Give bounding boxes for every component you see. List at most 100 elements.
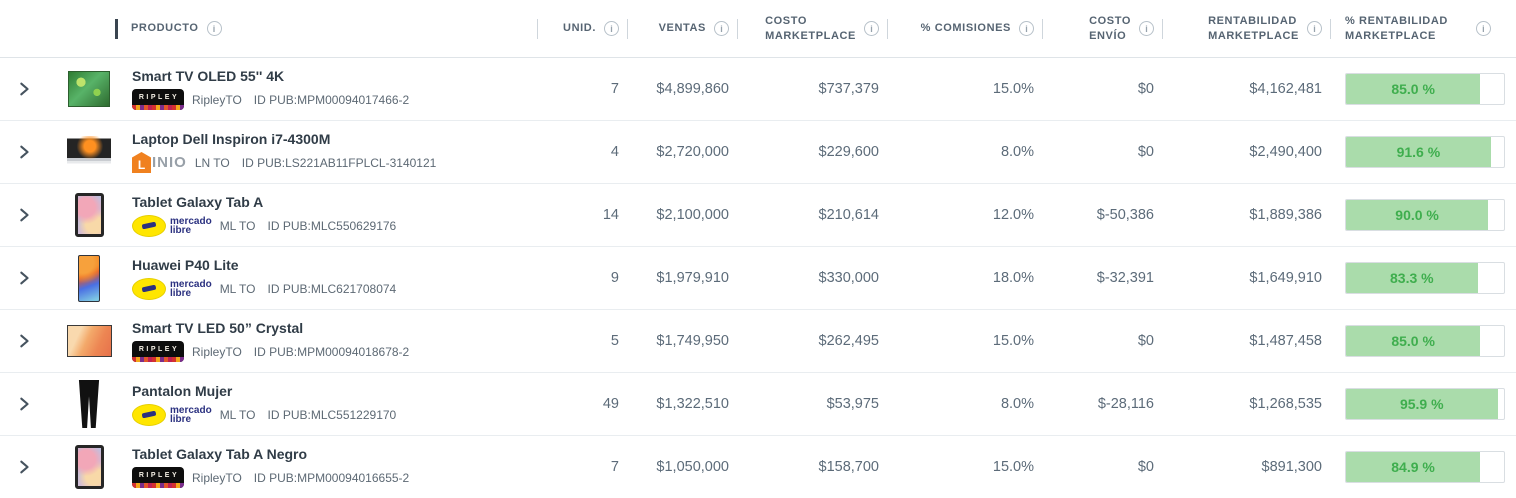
product-title: Pantalon Mujer — [132, 382, 233, 399]
product-title: Smart TV LED 50” Crystal — [132, 320, 304, 336]
marketplace-label: ML TO — [219, 407, 256, 422]
column-header-rentabilidad[interactable]: RENTABILIDAD MARKETPLACE i — [1162, 0, 1330, 57]
table-row[interactable]: Tablet Galaxy Tab A mercado libre ML TO I… — [0, 184, 1516, 247]
units-value: 5 — [610, 333, 619, 349]
product-image — [69, 380, 109, 428]
publication-id: ID PUB:MPM00094018678-2 — [253, 344, 410, 359]
rentabilidad-value: $1,487,458 — [1249, 333, 1322, 349]
info-icon[interactable]: i — [714, 21, 729, 36]
pct-rentabilidad-bar: 95.9 % — [1345, 388, 1505, 420]
table-row[interactable]: Smart TV LED 50” Crystal RIPLEY RipleyTO… — [0, 310, 1516, 373]
table-row[interactable]: Smart TV OLED 55'' 4K RIPLEY RipleyTO ID… — [0, 58, 1516, 121]
costo-marketplace-value: $229,600 — [818, 144, 879, 160]
costo-marketplace-value: $158,700 — [818, 459, 879, 475]
comisiones-value: 8.0% — [1000, 396, 1034, 412]
info-icon[interactable]: i — [604, 21, 619, 36]
costo-marketplace-value: $330,000 — [818, 270, 879, 286]
units-value: 9 — [610, 270, 619, 286]
product-image-cell — [48, 254, 130, 302]
pct-rentabilidad-bar: 84.9 % — [1345, 451, 1505, 483]
product-image — [68, 71, 110, 107]
expand-row-button[interactable] — [0, 207, 48, 223]
table-row[interactable]: Huawei P40 Lite mercado libre ML TO ID PU… — [0, 247, 1516, 310]
marketplace-label: ML TO — [219, 218, 256, 233]
mercadolibre-logo-icon: mercado libre — [132, 277, 212, 300]
publication-id: ID PUB:MPM00094016655-2 — [253, 470, 410, 485]
expand-row-button[interactable] — [0, 270, 48, 286]
costo-envio-value: $0 — [1137, 459, 1154, 475]
table-header: PRODUCTO i UNID. i VENTAS i COSTO MARKETP… — [0, 0, 1516, 58]
costo-envio-value: $-50,386 — [1096, 207, 1154, 223]
pct-rentabilidad-label: 95.9 % — [1399, 396, 1444, 412]
expand-row-button[interactable] — [0, 396, 48, 412]
pct-rentabilidad-bar: 83.3 % — [1345, 262, 1505, 294]
table-row[interactable]: Pantalon Mujer mercado libre ML TO ID PUB… — [0, 373, 1516, 436]
product-image-cell — [48, 193, 130, 237]
header-expand-column — [0, 0, 48, 57]
costo-marketplace-value: $737,379 — [818, 81, 879, 97]
column-header-comisiones[interactable]: % COMISIONES i — [887, 0, 1042, 57]
rentabilidad-value: $891,300 — [1261, 459, 1322, 475]
product-image-cell — [48, 71, 130, 107]
costo-envio-value: $0 — [1137, 333, 1154, 349]
publication-id: ID PUB:MPM00094017466-2 — [253, 92, 410, 107]
costo-envio-value: $-28,116 — [1097, 396, 1154, 412]
column-label: RENTABILIDAD MARKETPLACE — [1208, 14, 1299, 42]
units-value: 49 — [602, 396, 619, 412]
costo-marketplace-value: $210,614 — [818, 207, 879, 223]
ripley-logo-icon: RIPLEY — [132, 467, 184, 488]
column-header-ventas[interactable]: VENTAS i — [627, 0, 737, 57]
chevron-right-icon — [20, 334, 29, 348]
expand-row-button[interactable] — [0, 81, 48, 97]
info-icon[interactable]: i — [1475, 21, 1491, 36]
product-subline: mercado libre ML TO ID PUB:MLC551229170 — [132, 403, 537, 426]
pct-rentabilidad-cell: 90.0 % — [1330, 199, 1516, 231]
column-label: COSTO MARKETPLACE — [765, 14, 856, 42]
expand-row-button[interactable] — [0, 144, 48, 160]
ripley-logo-icon: RIPLEY — [132, 341, 184, 362]
comisiones-value: 15.0% — [992, 459, 1034, 475]
expand-row-button[interactable] — [0, 333, 48, 349]
expand-row-button[interactable] — [0, 459, 48, 475]
costo-marketplace-value: $53,975 — [826, 396, 879, 412]
product-subline: RIPLEY RipleyTO ID PUB:MPM00094016655-2 — [132, 467, 537, 488]
marketplace-label: RipleyTO — [192, 92, 242, 107]
column-header-costo-marketplace[interactable]: COSTO MARKETPLACE i — [737, 0, 887, 57]
product-cell: Tablet Galaxy Tab A Negro RIPLEY RipleyT… — [130, 446, 537, 488]
info-icon[interactable]: i — [1019, 21, 1034, 36]
comisiones-value: 18.0% — [992, 270, 1034, 286]
publication-id: ID PUB:MLC551229170 — [267, 407, 397, 422]
info-icon[interactable]: i — [1307, 21, 1322, 36]
rentabilidad-value: $1,268,535 — [1249, 396, 1322, 412]
product-title: Tablet Galaxy Tab A — [132, 193, 264, 210]
rentabilidad-value: $4,162,481 — [1249, 81, 1322, 97]
ventas-value: $2,100,000 — [656, 207, 729, 223]
column-header-costo-envio[interactable]: COSTO ENVÍO i — [1042, 0, 1162, 57]
rentabilidad-value: $1,889,386 — [1249, 207, 1322, 223]
info-icon[interactable]: i — [206, 21, 222, 36]
pct-rentabilidad-cell: 85.0 % — [1330, 325, 1516, 357]
ventas-value: $2,720,000 — [656, 144, 729, 160]
ripley-logo-icon: RIPLEY — [132, 89, 184, 110]
comisiones-value: 15.0% — [992, 81, 1034, 97]
column-header-unidades[interactable]: UNID. i — [537, 0, 627, 57]
column-header-pct-rentabilidad[interactable]: % RENTABILIDAD MARKETPLACE i — [1330, 0, 1516, 57]
pct-rentabilidad-bar: 85.0 % — [1345, 73, 1505, 105]
info-icon[interactable]: i — [1139, 21, 1154, 36]
column-label: UNID. — [563, 22, 596, 34]
pct-rentabilidad-bar: 91.6 % — [1345, 136, 1505, 168]
chevron-right-icon — [20, 145, 29, 159]
costo-envio-value: $-32,391 — [1096, 270, 1154, 286]
product-image-cell — [48, 380, 130, 428]
info-icon[interactable]: i — [864, 21, 879, 36]
ventas-value: $1,979,910 — [656, 270, 729, 286]
product-title: Laptop Dell Inspiron i7-4300M — [132, 131, 331, 147]
table-body: Smart TV OLED 55'' 4K RIPLEY RipleyTO ID… — [0, 58, 1516, 498]
table-row[interactable]: Tablet Galaxy Tab A Negro RIPLEY RipleyT… — [0, 436, 1516, 498]
product-subline: RIPLEY RipleyTO ID PUB:MPM00094018678-2 — [132, 341, 537, 362]
table-row[interactable]: Laptop Dell Inspiron i7-4300M L INIO LN T… — [0, 121, 1516, 184]
column-header-producto[interactable]: PRODUCTO i — [48, 0, 537, 57]
pct-rentabilidad-label: 85.0 % — [1391, 81, 1435, 97]
pct-rentabilidad-bar: 90.0 % — [1345, 199, 1505, 231]
